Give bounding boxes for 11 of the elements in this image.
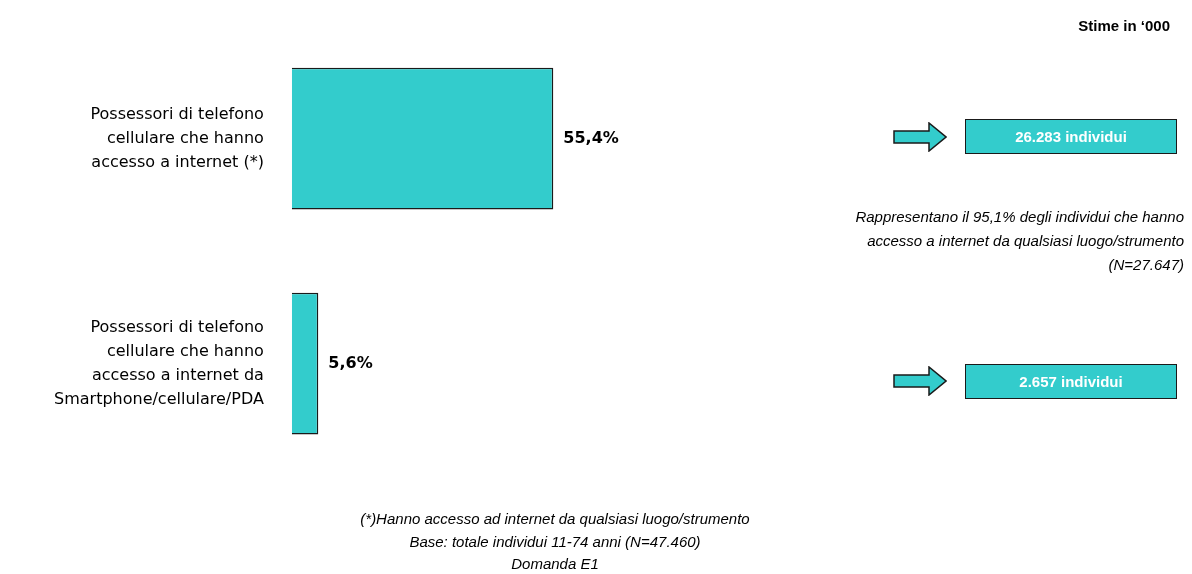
data-label: 5,6%: [328, 352, 373, 372]
data-label: 55,4%: [563, 127, 619, 147]
y-tick-label: Possessori di telefono cellulare che hanno accesso a internet (*): [90, 103, 264, 171]
y-tick-label: Possessori di telefono cellulare che hanno accesso a internet da Smartphone/cellulare/PDA: [54, 316, 264, 408]
text: 26.283 individui: [965, 119, 1177, 154]
text: Domanda E1: [510, 555, 600, 572]
text: (*)Hanno accesso ad internet da qualsiasi luogo/strumento: [359, 510, 751, 527]
text: Stime in ‘000: [1078, 17, 1170, 34]
text: 2.657 individui: [965, 364, 1177, 399]
text: Base: totale individui 11-74 anni (N=47.460): [408, 533, 702, 550]
text: Rappresentano il 95,1% degli individui che hanno accesso a internet da qualsiasi luogo/strumento (N=27.647): [854, 207, 1184, 275]
